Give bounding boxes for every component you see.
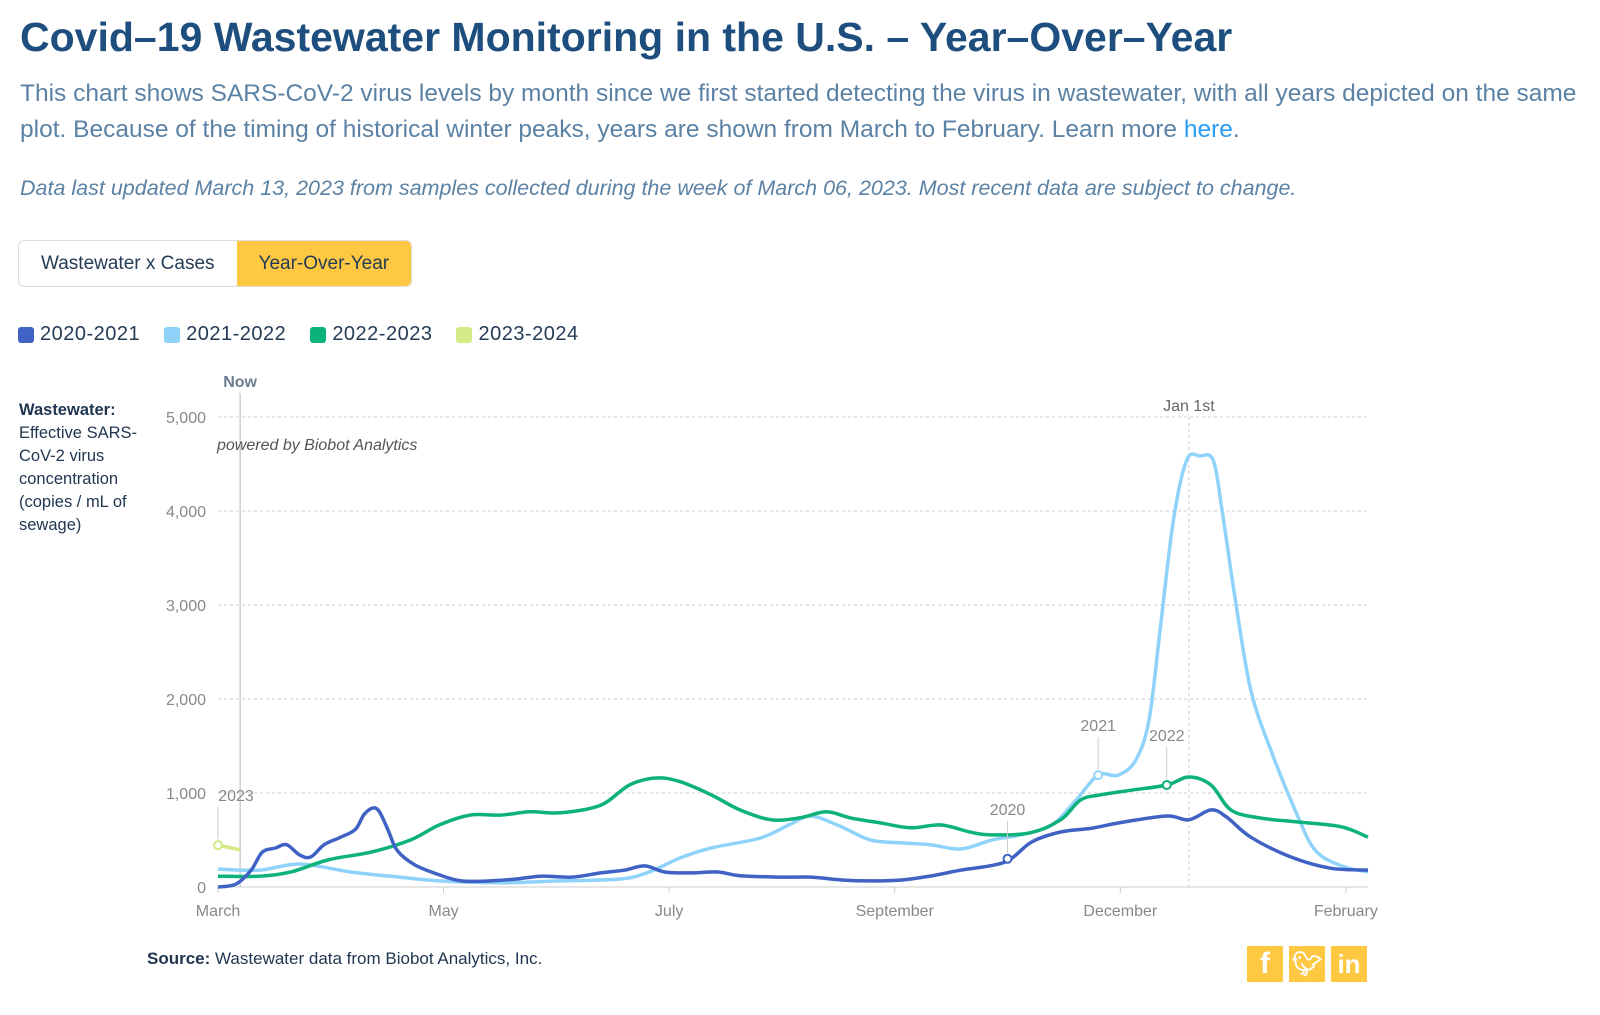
y-tick-label: 4,000 xyxy=(166,504,206,521)
x-tick-label: December xyxy=(1083,903,1157,920)
annotation-point xyxy=(1002,853,1013,864)
chart-legend: 2020-2021 2021-2022 2022-2023 2023-2024 xyxy=(18,323,579,346)
last-updated-note: Data last updated March 13, 2023 from sa… xyxy=(20,176,1297,200)
description: This chart shows SARS-CoV-2 virus levels… xyxy=(20,80,1577,143)
annotation-label: 2021 xyxy=(1080,718,1116,735)
x-tick-label: March xyxy=(196,903,240,920)
y-axis-label: Wastewater: Effective SARS-CoV-2 virus co… xyxy=(19,401,137,534)
y-tick-label: 1,000 xyxy=(166,786,206,803)
legend-item[interactable]: 2023-2024 xyxy=(456,323,578,346)
series-line-2021-2022 xyxy=(217,452,1369,885)
x-tick-label: September xyxy=(856,903,935,920)
y-tick-label: 0 xyxy=(197,880,206,897)
y-tick-label: 3,000 xyxy=(166,598,206,615)
x-tick-label: February xyxy=(1314,903,1378,920)
x-tick-label: July xyxy=(655,903,683,920)
annotation-label: 2020 xyxy=(990,802,1026,819)
twitter-icon[interactable]: 🐦︎ xyxy=(1289,946,1325,982)
tab-wastewater-x-cases[interactable]: Wastewater x Cases xyxy=(41,252,215,274)
credit-label: powered by Biobot Analytics xyxy=(216,437,417,454)
legend-item[interactable]: 2022-2023 xyxy=(310,323,432,346)
annotation-label: 2023 xyxy=(218,788,254,805)
legend-swatch xyxy=(456,326,473,343)
social-share: f 🐦︎ in xyxy=(1247,946,1367,982)
legend-swatch xyxy=(310,326,327,343)
facebook-icon[interactable]: f xyxy=(1247,946,1283,982)
legend-item[interactable]: 2020-2021 xyxy=(18,323,140,346)
tab-year-over-year[interactable]: Year-Over-Year xyxy=(236,241,412,286)
source-note: Source: Wastewater data from Biobot Anal… xyxy=(147,949,543,968)
view-toggle: Wastewater x Cases Year-Over-Year xyxy=(18,240,413,287)
jan-1st-label: Jan 1st xyxy=(1163,398,1215,415)
annotation-point xyxy=(1161,780,1172,791)
x-tick-label: May xyxy=(428,903,458,920)
annotation-point xyxy=(1093,770,1104,781)
series-line-2020-2021 xyxy=(217,806,1369,889)
legend-swatch xyxy=(164,326,181,343)
y-tick-label: 2,000 xyxy=(166,692,206,709)
page-title: Covid–19 Wastewater Monitoring in the U.… xyxy=(20,14,1233,60)
annotation-label: 2022 xyxy=(1149,728,1185,745)
series-line-2022-2023 xyxy=(217,775,1369,879)
linkedin-icon[interactable]: in xyxy=(1331,946,1367,982)
annotation-point xyxy=(213,840,223,851)
learn-more-link[interactable]: here xyxy=(1183,116,1233,143)
now-label: Now xyxy=(223,374,257,391)
legend-item[interactable]: 2021-2022 xyxy=(164,323,286,346)
y-tick-label: 5,000 xyxy=(166,410,206,427)
legend-swatch xyxy=(18,326,34,343)
